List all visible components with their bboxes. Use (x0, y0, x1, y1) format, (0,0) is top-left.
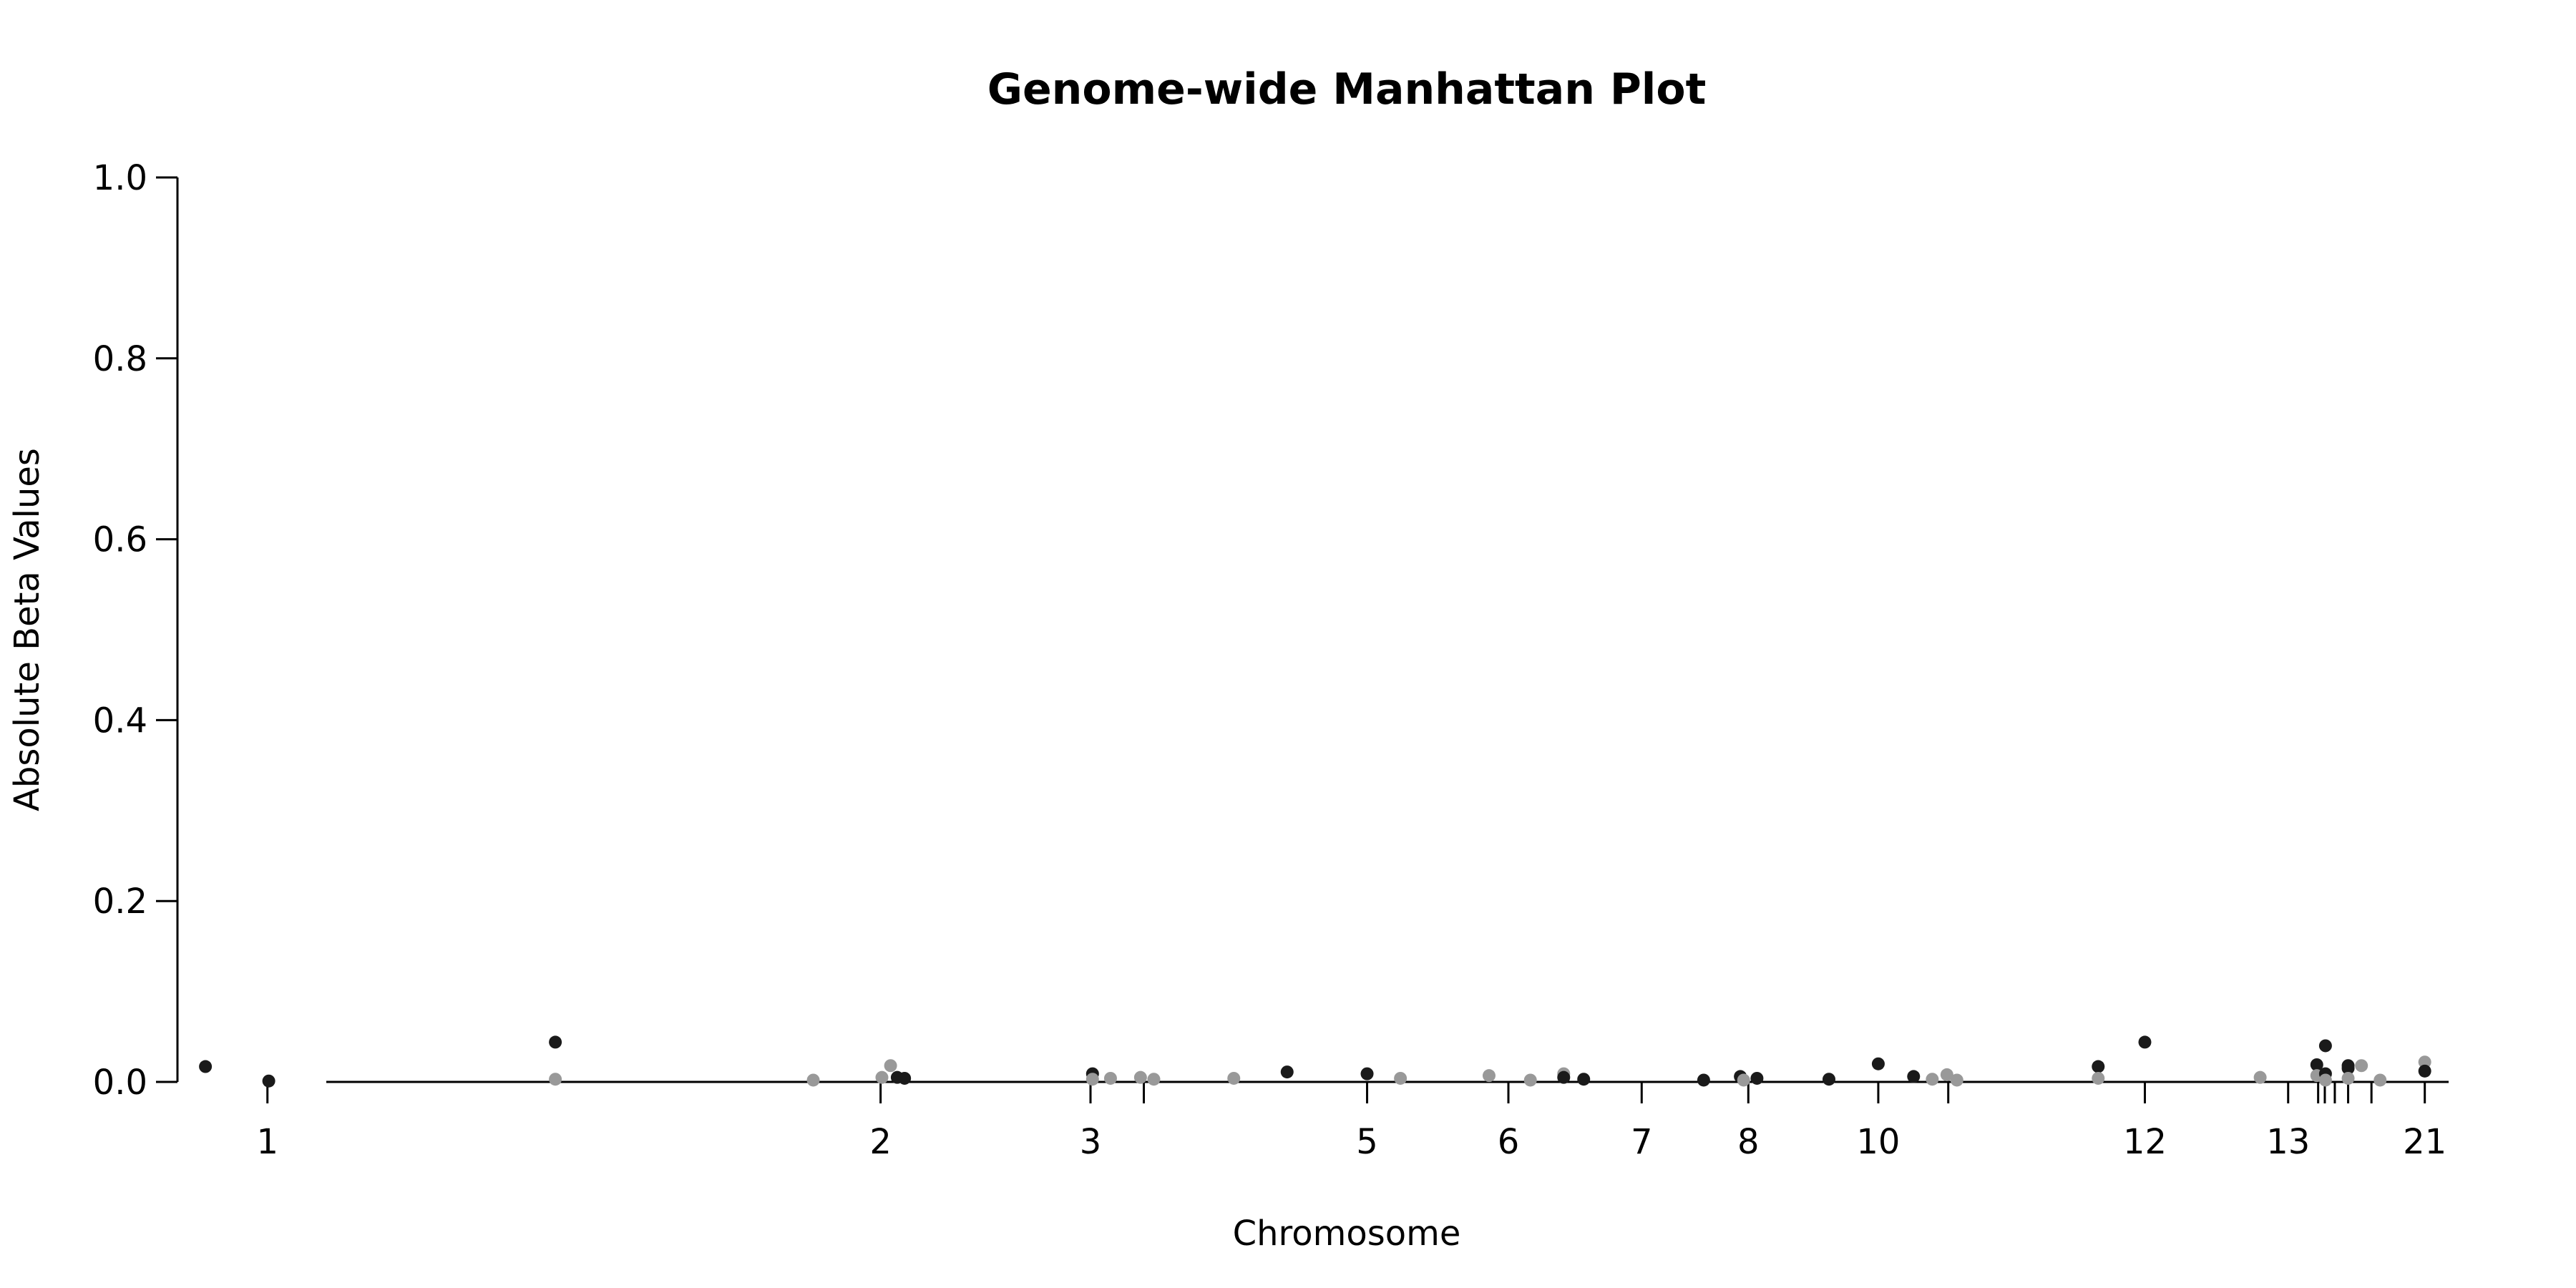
y-tick-label: 0.8 (93, 339, 147, 379)
y-axis: 0.0 0.2 0.4 0.6 0.8 1.0 (93, 158, 179, 1103)
data-point (2092, 1060, 2105, 1073)
data-point (549, 1035, 562, 1049)
y-tick-label: 0.6 (93, 520, 147, 560)
y-tick-label: 0.2 (93, 882, 147, 922)
data-point (1557, 1070, 1571, 1084)
data-point (1147, 1073, 1161, 1086)
data-point (1871, 1057, 1885, 1070)
data-points (199, 1035, 2431, 1088)
data-point (2138, 1035, 2152, 1049)
x-tick-label: 5 (1356, 1122, 1378, 1162)
data-point (2310, 1058, 2323, 1071)
data-point (2253, 1070, 2267, 1084)
data-point (1737, 1073, 1750, 1087)
data-point (1926, 1073, 1939, 1086)
y-axis-label: Absolute Beta Values (7, 448, 47, 811)
data-point (1394, 1071, 1407, 1085)
x-tick-label: 1 (256, 1122, 278, 1162)
chart-title: Genome-wide Manhattan Plot (987, 64, 1707, 114)
data-point (2418, 1064, 2431, 1078)
x-axis: 1 2 3 5 6 7 8 10 12 13 21 (256, 1080, 2449, 1162)
data-point (1482, 1069, 1496, 1083)
x-axis-label: Chromosome (1233, 1214, 1461, 1254)
data-point (1697, 1073, 1710, 1087)
x-tick-label: 10 (1856, 1122, 1900, 1162)
data-point (1907, 1070, 1921, 1083)
x-tick-label: 8 (1737, 1122, 1760, 1162)
data-point (2341, 1071, 2355, 1085)
x-tick-label: 3 (1080, 1122, 1102, 1162)
x-tick-label: 12 (2123, 1122, 2167, 1162)
data-point (262, 1074, 275, 1088)
data-point (1577, 1073, 1591, 1086)
data-point (1360, 1067, 1374, 1080)
data-point (898, 1071, 912, 1085)
data-point (2318, 1039, 2332, 1053)
y-tick-label: 1.0 (93, 158, 147, 198)
data-point (199, 1060, 213, 1073)
data-point (2355, 1059, 2368, 1073)
x-tick-label: 7 (1631, 1122, 1653, 1162)
data-point (1280, 1065, 1294, 1079)
data-point (806, 1073, 820, 1087)
data-point (1133, 1070, 1147, 1084)
data-point (1940, 1068, 1953, 1081)
x-tick-label: 13 (2266, 1122, 2310, 1162)
x-tick-label: 21 (2403, 1122, 2446, 1162)
data-point (2341, 1062, 2355, 1075)
data-point (1822, 1073, 1835, 1086)
data-point (2418, 1055, 2431, 1069)
data-point (2318, 1073, 2332, 1087)
data-point (2373, 1073, 2387, 1087)
data-point (1523, 1073, 1537, 1087)
data-point (875, 1070, 889, 1084)
y-tick-label: 0.0 (93, 1063, 147, 1103)
y-tick-label: 0.4 (93, 701, 147, 741)
data-point (1103, 1071, 1117, 1085)
data-point (1950, 1073, 1963, 1087)
data-point (1227, 1071, 1241, 1085)
x-tick-label: 2 (869, 1122, 892, 1162)
data-point (2092, 1071, 2105, 1085)
data-point (549, 1073, 562, 1086)
data-point (1750, 1071, 1764, 1085)
data-point (1085, 1073, 1099, 1086)
x-tick-label: 6 (1498, 1122, 1520, 1162)
data-point (884, 1059, 897, 1073)
